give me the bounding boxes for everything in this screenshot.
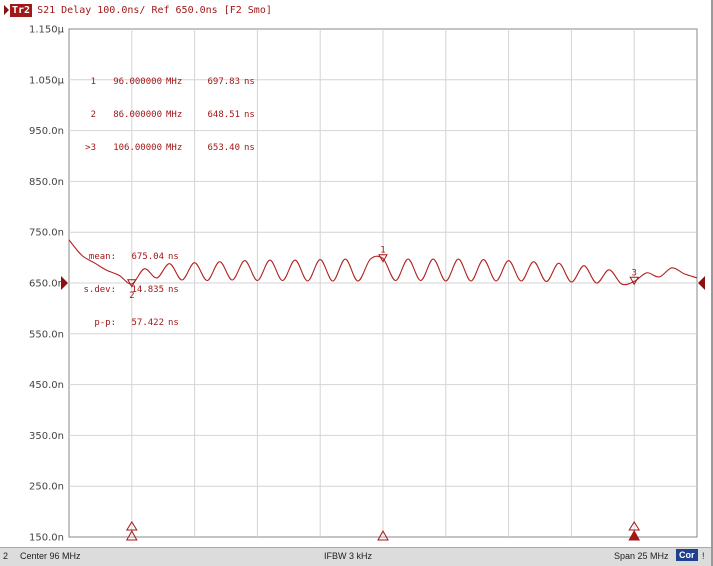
marker-frequency: 106.00000 (113, 143, 162, 153)
trace-layer (68, 239, 698, 286)
reference-right-arrow-icon (698, 276, 705, 290)
y-tick-label: 1.050µ (29, 75, 65, 86)
statistics-row: p-p: 57.422 ns (78, 318, 264, 329)
statistic-value: 14.835 (131, 285, 164, 295)
correction-badge[interactable]: Cor (676, 549, 698, 561)
y-tick-label: 250.0n (29, 482, 64, 493)
stimulus-marker-icon (628, 529, 641, 541)
trace-tag[interactable]: Tr2 (10, 3, 33, 17)
stimulus-marker-icon (125, 529, 138, 541)
marker-label: 1 (90, 77, 96, 87)
statistic-label: s.dev: (83, 285, 116, 295)
marker-value-unit: ns (244, 110, 255, 120)
marker-readout-row: >3 106.00000 MHz 653.40 ns (78, 143, 264, 154)
plot-area[interactable]: 1.150µ 1.050µ 950.0n 850.0n 750.0n 650.0n 550.… (0, 0, 713, 547)
marker-frequency-unit: MHz (166, 143, 183, 153)
marker-triangle (629, 276, 640, 286)
center-frequency[interactable]: Center 96 MHz (20, 551, 81, 561)
channel-number[interactable]: 2 (3, 551, 9, 561)
marker-label: >3 (85, 143, 96, 153)
marker-value: 648.51 (207, 110, 240, 120)
marker-readout-row: 2 86.000000 MHz 648.51 ns (78, 110, 264, 121)
stimulus-marker-icon (125, 521, 138, 531)
marker-frequency-unit: MHz (166, 110, 183, 120)
stimulus-marker-icon (377, 529, 389, 541)
marker-value: 697.83 (207, 77, 240, 87)
span-setting[interactable]: Span 25 MHz (614, 551, 669, 561)
y-tick-label: 150.0n (29, 533, 64, 544)
grid (68, 28, 698, 538)
y-tick-label: 550.0n (29, 329, 64, 340)
trace-title: S21 Delay 100.0ns/ Ref 650.0ns [F2 Smo] (37, 4, 272, 16)
marker-value-unit: ns (244, 77, 255, 87)
marker-triangle (126, 279, 137, 288)
statistics-row: s.dev: 14.835 ns (78, 285, 264, 296)
statistics-row: mean: 675.04 ns (78, 252, 264, 263)
marker-label: 2 (90, 110, 96, 120)
marker-number-label: 1 (380, 246, 385, 256)
marker-triangle (378, 254, 388, 263)
ifbw-setting[interactable]: IFBW 3 kHz (324, 551, 373, 561)
active-trace-arrow-icon (4, 5, 9, 15)
statistic-unit: ns (168, 285, 179, 295)
y-tick-label: 450.0n (29, 380, 64, 391)
status-indicator: ! (702, 551, 705, 561)
marker-readout: 1 96.000000 MHz 697.83 ns 2 86.000000 MH… (78, 33, 264, 373)
reference-left-arrow-icon (61, 276, 68, 290)
statistic-value: 57.422 (131, 318, 164, 328)
y-tick-label: 850.0n (29, 177, 64, 188)
marker-number-label: 2 (129, 291, 134, 301)
marker-value-unit: ns (244, 143, 255, 153)
y-tick-labels: 1.150µ 1.050µ 950.0n 850.0n 750.0n 650.0n 550.… (29, 25, 65, 544)
marker-number-label: 3 (631, 268, 636, 278)
statistics-table: mean: 675.04 ns s.dev: 14.835 ns p-p: 57… (78, 230, 264, 351)
stimulus-marker-icon (628, 521, 641, 531)
marker-frequency-unit: MHz (166, 77, 183, 87)
y-tick-label: 650.0n (29, 279, 64, 290)
trace-line (68, 239, 698, 286)
y-tick-label: 750.0n (29, 228, 64, 239)
status-bar: 2 Center 96 MHz IFBW 3 kHz Span 25 MHz C… (0, 547, 711, 566)
statistic-label: mean: (88, 252, 116, 262)
statistic-unit: ns (168, 318, 179, 328)
marker-readout-table: 1 96.000000 MHz 697.83 ns 2 86.000000 MH… (78, 55, 264, 176)
marker-frequency: 86.000000 (113, 110, 162, 120)
marker-value: 653.40 (207, 143, 240, 153)
statistic-label: p-p: (94, 318, 116, 328)
y-tick-label: 950.0n (29, 126, 64, 137)
statistic-value: 675.04 (131, 252, 164, 262)
y-tick-label: 350.0n (29, 431, 64, 442)
marker-frequency: 96.000000 (113, 77, 162, 87)
marker-readout-row: 1 96.000000 MHz 697.83 ns (78, 77, 264, 88)
y-tick-label: 1.150µ (29, 25, 65, 36)
statistic-unit: ns (168, 252, 179, 262)
marker-layer: 1 2 3 (61, 246, 705, 541)
trace-header[interactable]: Tr2 S21 Delay 100.0ns/ Ref 650.0ns [F2 S… (4, 3, 272, 17)
